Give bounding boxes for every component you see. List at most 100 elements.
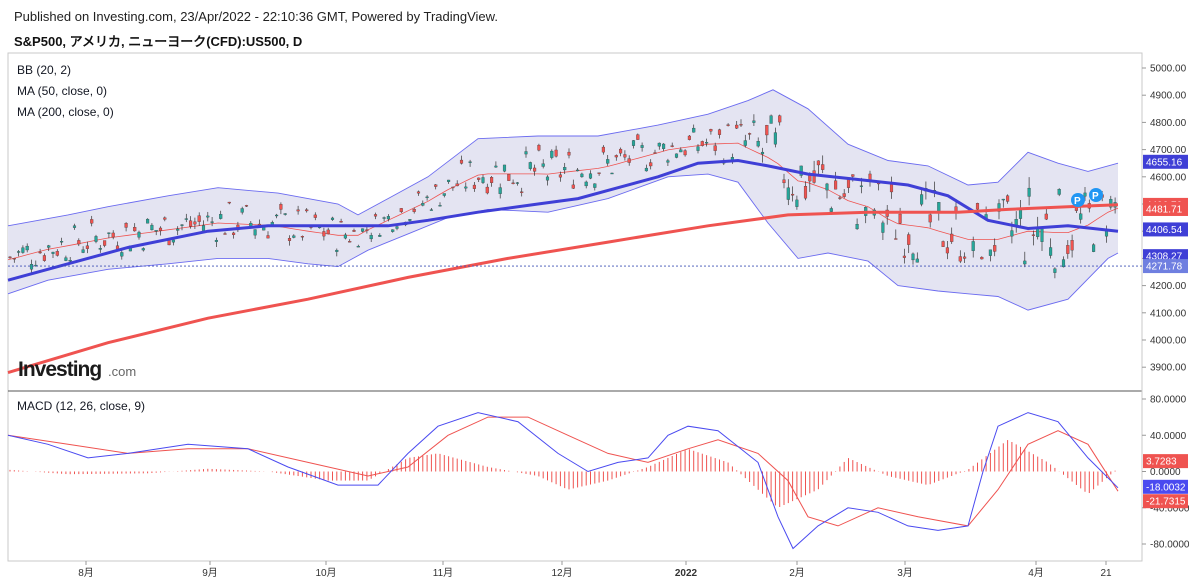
candle-body (124, 223, 128, 228)
candle-body (60, 241, 64, 243)
candle-body (339, 221, 343, 223)
candle-body (64, 257, 68, 261)
candle-body (588, 173, 593, 179)
candle-body (558, 174, 562, 178)
price-tag: 4406.54 (1146, 225, 1183, 236)
candle-body (657, 142, 661, 147)
price-tick-label: 4600.00 (1150, 172, 1187, 183)
investing-logo-suffix: .com (108, 364, 136, 379)
candle-body (687, 135, 691, 140)
candle-body (1109, 199, 1113, 208)
candle-body (386, 216, 390, 220)
investing-logo: Investing (18, 358, 101, 381)
ma50-line (7, 158, 1119, 282)
candle-body (485, 186, 489, 194)
candle-body (627, 158, 631, 163)
candle-body (283, 213, 287, 215)
candle-body (416, 191, 421, 194)
candle-body (855, 224, 859, 230)
price-tag: 4655.16 (1146, 157, 1183, 168)
macd-axis: 80.0000 40.0000 0.0000 -40.0000 -80.0000 (1142, 395, 1190, 551)
published-caption: Published on Investing.com, 23/Apr/2022 … (14, 9, 498, 24)
bb-lower-line (7, 173, 1119, 311)
ma200-line (7, 203, 1119, 375)
price-tag: 4271.78 (1146, 262, 1183, 273)
moving-averages (7, 158, 1119, 375)
candle-body (1049, 247, 1053, 256)
marker-p-1[interactable] (1071, 193, 1085, 207)
candle-body (77, 240, 81, 245)
candle-body (889, 183, 894, 193)
time-tick-label: 21 (1100, 568, 1112, 579)
candle-body (537, 144, 541, 151)
candle-body (941, 241, 945, 247)
candle-body (464, 186, 468, 189)
candle-body (1079, 213, 1083, 220)
candle-body (765, 125, 769, 136)
macd-tick-label: 40.0000 (1150, 431, 1187, 442)
candle-body (623, 154, 627, 158)
candle-body (141, 248, 145, 251)
candle-body (382, 217, 386, 219)
candle-body (726, 124, 730, 126)
candle-body (292, 235, 296, 238)
candle-body (447, 179, 451, 182)
candle-body (90, 219, 94, 224)
candle-body (468, 161, 472, 163)
bollinger-band-lines (7, 89, 1119, 311)
candle-body (584, 181, 588, 187)
candle-body (335, 249, 339, 252)
candle-body (808, 175, 812, 182)
candle-body (322, 231, 326, 237)
candle-body (223, 233, 227, 235)
candle-body (257, 223, 261, 226)
candle-body (963, 256, 967, 259)
marker-p-1-label: P (1074, 196, 1081, 207)
legend-macd[interactable]: MACD (12, 26, close, 9) (17, 399, 145, 413)
candle-body (834, 180, 838, 190)
candle-body (146, 218, 150, 224)
candle-body (571, 184, 575, 189)
candle-body (778, 115, 782, 123)
candle-body (915, 258, 919, 263)
candle-body (313, 214, 317, 218)
candle-body (825, 183, 829, 191)
candle-body (180, 224, 184, 226)
candle-body (894, 238, 898, 240)
candle-body (154, 230, 158, 232)
candle-body (176, 228, 180, 231)
candle-body (550, 150, 554, 158)
candle-body (670, 145, 674, 147)
candle-body (838, 197, 842, 199)
candle-body (666, 160, 670, 163)
candle-body (421, 203, 425, 206)
candle-body (610, 172, 614, 175)
candle-body (326, 229, 330, 235)
candle-body (253, 229, 257, 236)
macd-value-histogram-bg (1143, 454, 1188, 469)
candle-body (425, 196, 429, 199)
candle-body (300, 236, 304, 238)
candle-body (567, 151, 571, 156)
candle-body (42, 255, 46, 261)
price-tag-bg (1143, 222, 1188, 237)
macd-value-histogram: 3.7283 (1146, 457, 1177, 468)
candle-body (133, 227, 137, 232)
time-tick-label: 8月 (78, 567, 94, 579)
legend-ma50[interactable]: MA (50, close, 0) (17, 84, 107, 98)
candle-body (907, 234, 911, 245)
candle-body (971, 241, 975, 251)
candle-body (597, 172, 601, 174)
candle-body (210, 221, 214, 223)
candle-body (533, 167, 537, 172)
legend-ma200[interactable]: MA (200, close, 0) (17, 105, 114, 119)
candle-body (111, 232, 115, 238)
legend-bb[interactable]: BB (20, 2) (17, 63, 71, 77)
candle-body (163, 217, 167, 220)
candle-body (502, 164, 507, 172)
candle-body (1104, 230, 1109, 237)
marker-p-2[interactable] (1089, 188, 1103, 202)
candle-body (25, 245, 29, 251)
candle-body (8, 256, 12, 259)
